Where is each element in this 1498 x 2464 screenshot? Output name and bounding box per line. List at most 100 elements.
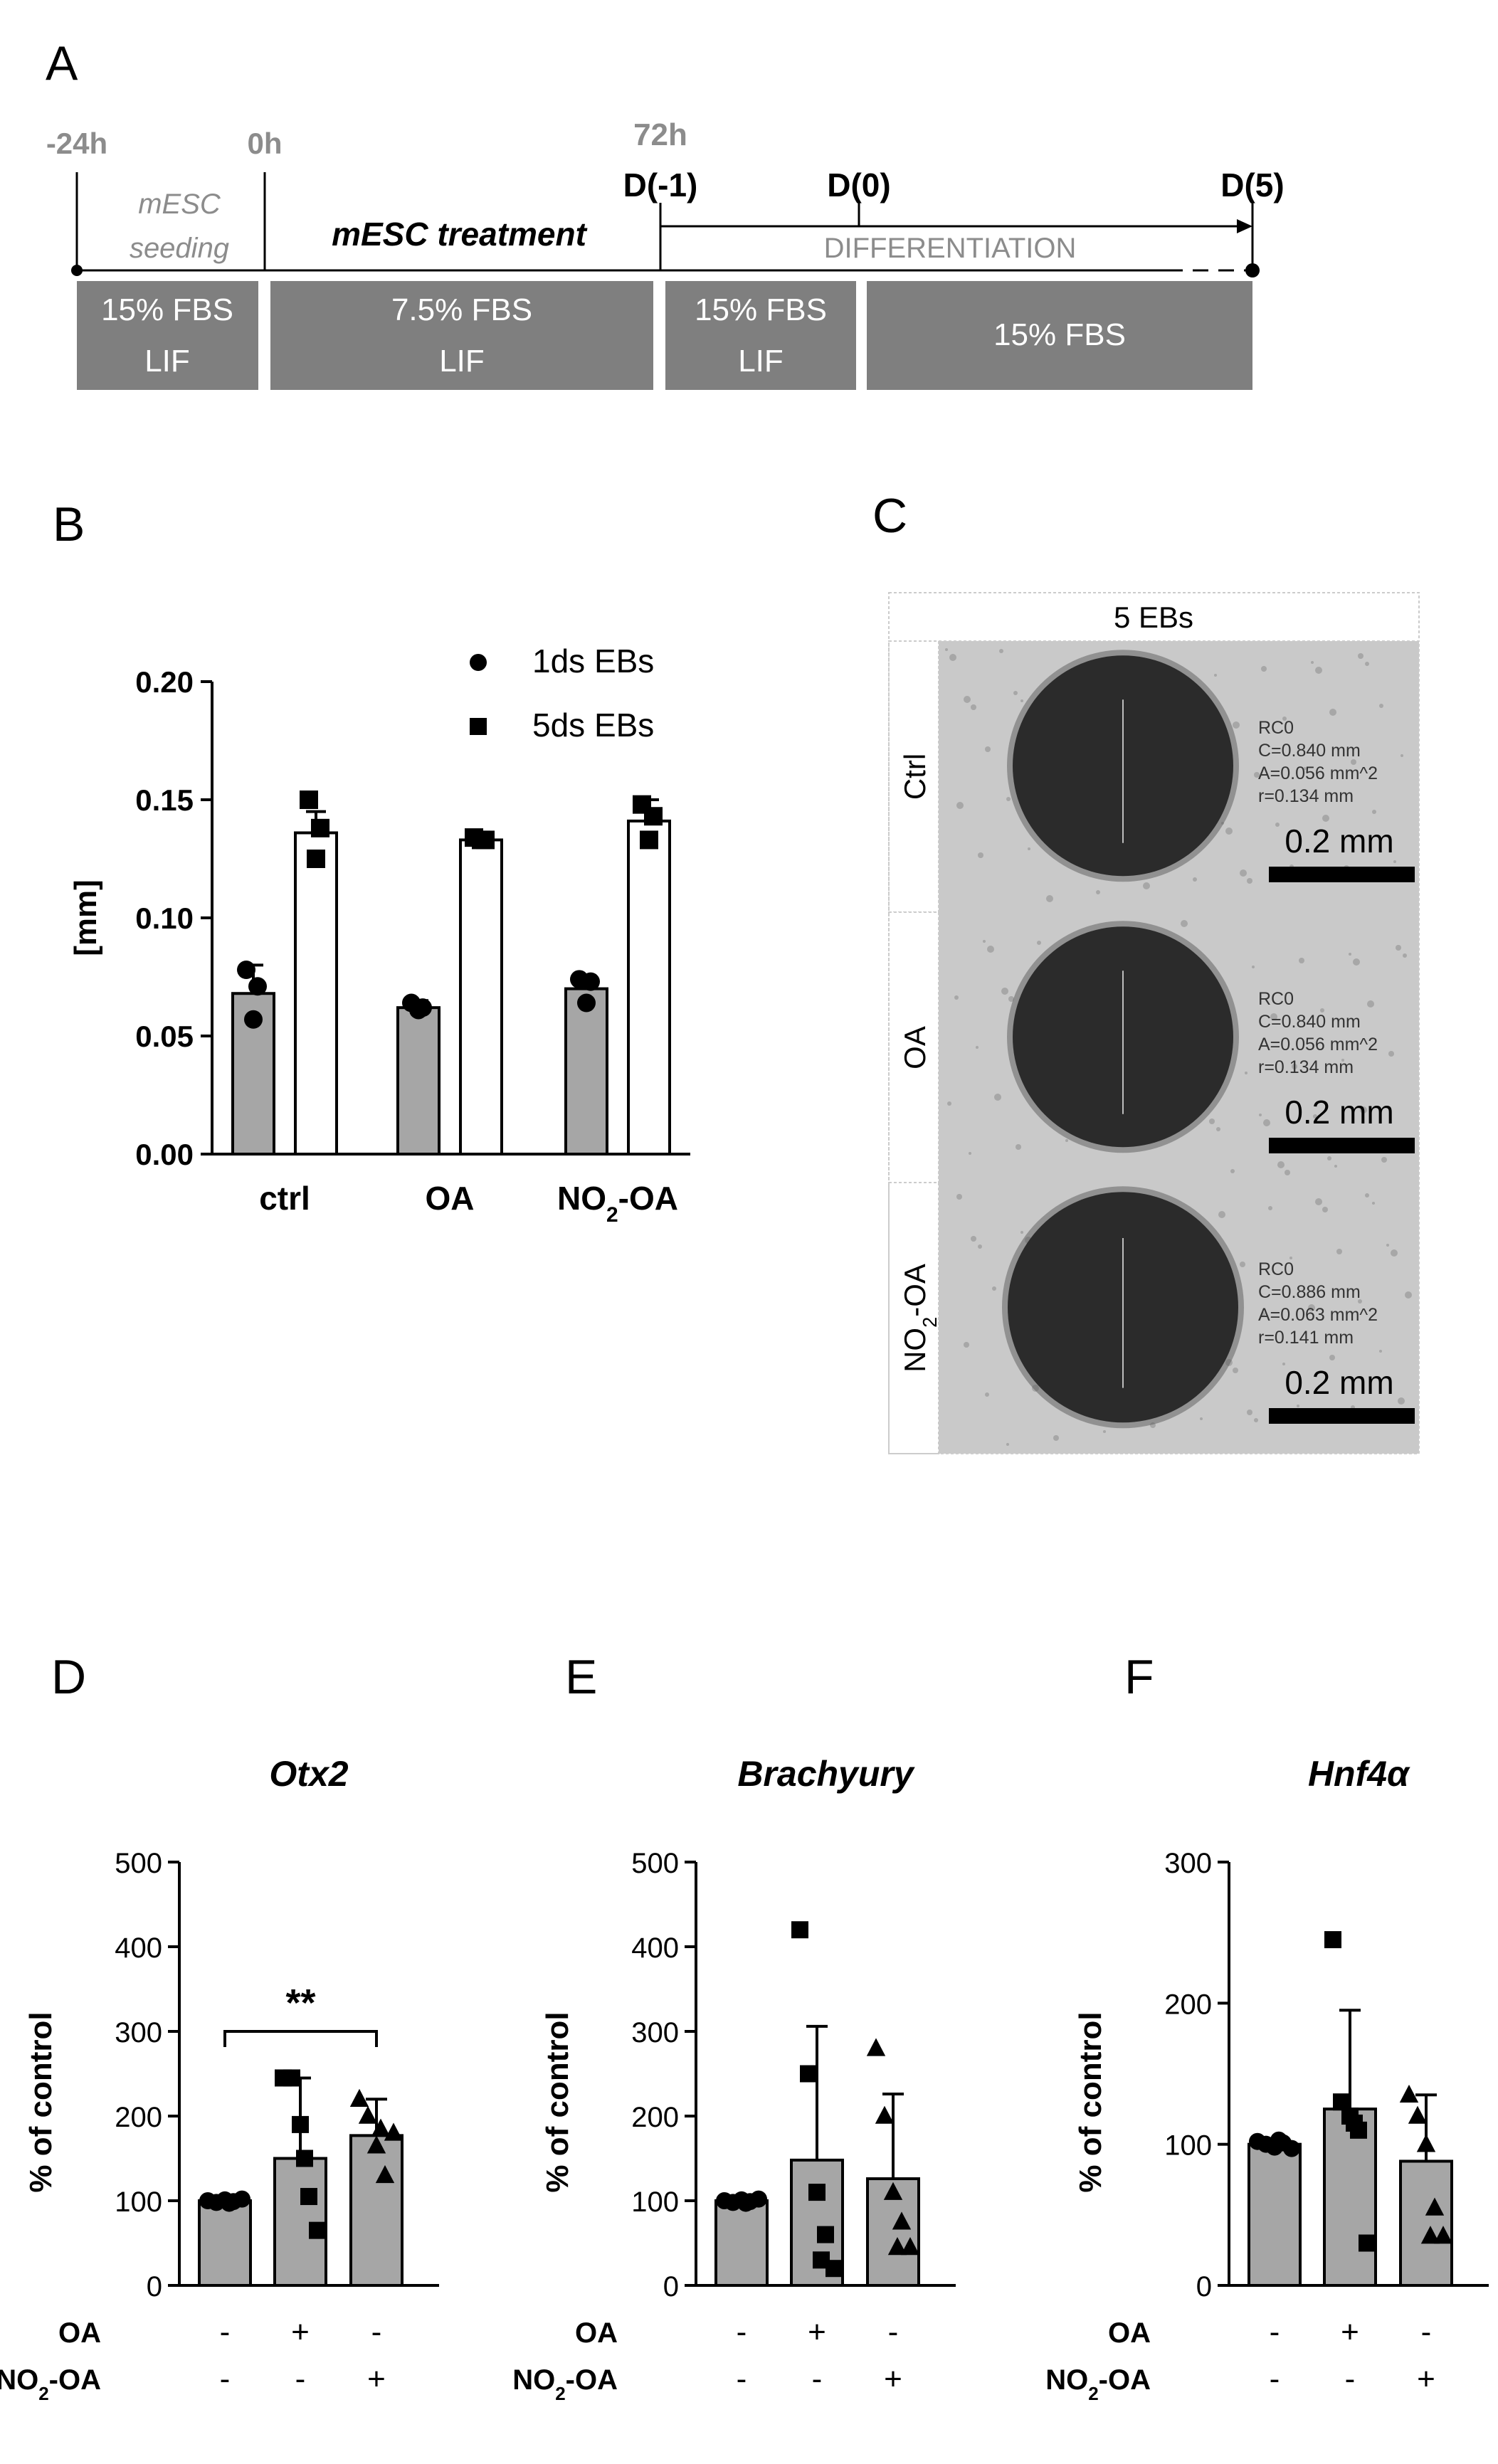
cell-debris — [1240, 869, 1247, 877]
cell-debris — [985, 746, 991, 752]
data-point — [358, 2105, 378, 2124]
cell-debris — [1016, 1144, 1021, 1150]
cell-debris — [1329, 1355, 1335, 1360]
data-point — [349, 2088, 369, 2107]
cell-debris — [1403, 953, 1407, 958]
cell-debris — [1322, 815, 1329, 822]
day-label-d5: D(5) — [1220, 166, 1284, 203]
condition-sign: - — [220, 2362, 231, 2396]
cell-debris — [1379, 704, 1383, 708]
cell-debris — [978, 1244, 982, 1249]
y-tick-label: 0.00 — [135, 1138, 194, 1171]
measurement-text: RC0 — [1258, 1259, 1294, 1279]
measurement-text: A=0.056 mm^2 — [1258, 763, 1378, 783]
data-point — [1425, 2197, 1445, 2216]
cell-debris — [1181, 920, 1188, 927]
cell-debris — [1315, 667, 1322, 674]
data-point — [375, 2164, 395, 2184]
cell-debris — [1386, 1244, 1389, 1247]
time-label-minus24h: -24h — [46, 127, 107, 160]
cell-debris — [1329, 709, 1336, 716]
data-point — [296, 2150, 313, 2167]
condition-sign: - — [737, 2362, 747, 2396]
medium-box-1 — [77, 281, 258, 390]
y-tick-label: 0.05 — [135, 1020, 194, 1053]
chart-e: Brachyury 0 100 200 300 400 500 % of control OA -… — [512, 1754, 956, 2404]
y-tick-label: 100 — [631, 2187, 679, 2218]
data-point — [817, 2226, 834, 2243]
panel-e-label: E — [565, 1650, 597, 1704]
cell-debris — [1247, 1410, 1252, 1415]
y-tick-label: 200 — [1164, 1989, 1212, 2020]
timeline-end-dot — [1245, 263, 1260, 277]
cell-debris — [1311, 661, 1314, 664]
data-point — [409, 1000, 428, 1020]
scale-bar — [1269, 1138, 1415, 1153]
cell-debris — [1297, 1405, 1299, 1407]
cell-debris — [1216, 1127, 1220, 1131]
chart-title: Otx2 — [269, 1754, 348, 1794]
cell-debris — [1006, 797, 1011, 801]
arrow-head-icon — [1237, 219, 1252, 233]
cell-debris — [971, 1236, 976, 1242]
cell-debris — [1381, 1157, 1387, 1163]
medium-box-4 — [867, 281, 1252, 390]
cell-debris — [1013, 691, 1018, 695]
y-axis-label: % of control — [23, 2011, 58, 2192]
data-point — [750, 2190, 767, 2208]
condition-sign: - — [1345, 2362, 1356, 2396]
y-tick-label: 300 — [631, 2017, 679, 2048]
measurement-text: A=0.056 mm^2 — [1258, 1035, 1378, 1054]
bar — [294, 831, 338, 1156]
cell-debris — [964, 1342, 969, 1348]
cell-debris — [1367, 1000, 1374, 1008]
cell-debris — [999, 649, 1003, 653]
data-point — [791, 1921, 808, 1939]
cell-debris — [1275, 823, 1280, 827]
data-point — [1270, 2131, 1287, 2149]
cell-debris — [945, 648, 948, 651]
data-point — [1359, 2234, 1376, 2252]
condition-sign: - — [1270, 2315, 1280, 2349]
data-point — [1433, 2226, 1453, 2244]
y-axis-label: [mm] — [68, 879, 103, 956]
data-point — [644, 807, 663, 826]
data-point — [581, 972, 600, 991]
condition-label: OA — [1108, 2317, 1151, 2349]
y-tick-label: 300 — [1164, 1848, 1212, 1879]
cell-debris — [987, 946, 994, 953]
condition-label: NO2-OA — [512, 2364, 618, 2404]
significance-label: ** — [285, 1982, 315, 2024]
y-tick-label: 0 — [1196, 2271, 1212, 2302]
bar — [1399, 2159, 1453, 2287]
seeding-label-line2: seeding — [130, 233, 229, 264]
cell-debris — [1006, 1443, 1009, 1446]
cell-debris — [1358, 653, 1364, 659]
cell-debris — [1046, 895, 1053, 902]
cell-debris — [1353, 958, 1360, 966]
day-label-d0: D(0) — [827, 166, 890, 203]
x-tick-label: OA — [426, 1180, 475, 1217]
bar — [396, 1006, 441, 1156]
y-tick-label: 400 — [631, 1932, 679, 1964]
y-tick-label: 100 — [1164, 2130, 1212, 2162]
y-axis-label: % of control — [540, 2011, 575, 2192]
panel-d-label: D — [51, 1650, 86, 1704]
row-label: OA — [898, 1026, 932, 1069]
data-point — [800, 2065, 817, 2083]
y-tick-label: 0 — [147, 2271, 162, 2302]
cell-debris — [1351, 759, 1356, 765]
cell-debris — [1391, 1249, 1398, 1257]
condition-sign: - — [737, 2315, 747, 2349]
measurement-text: r=0.134 mm — [1258, 786, 1354, 806]
cell-debris — [1365, 662, 1369, 666]
condition-label: NO2-OA — [0, 2364, 101, 2404]
condition-sign: + — [808, 2315, 826, 2349]
cell-debris — [978, 852, 983, 858]
scale-bar-label: 0.2 mm — [1285, 1094, 1393, 1131]
medium-box-2 — [270, 281, 653, 390]
medium-box-2-line1: 7.5% FBS — [391, 292, 532, 327]
scale-bar — [1269, 1408, 1415, 1424]
cell-debris — [1268, 1206, 1272, 1210]
medium-box-4-line1: 15% FBS — [993, 317, 1126, 352]
